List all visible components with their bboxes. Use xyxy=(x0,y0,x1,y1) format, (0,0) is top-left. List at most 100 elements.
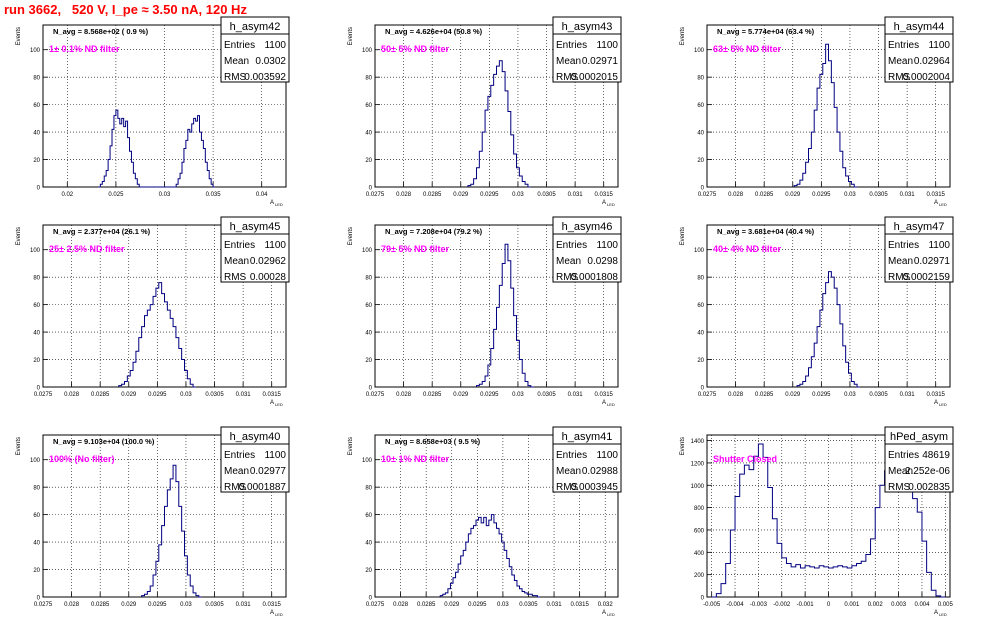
x-tick-label: 0.0305 xyxy=(869,392,888,398)
x-tick-label: 0.029 xyxy=(453,192,469,198)
x-tick-label: 0.0305 xyxy=(537,392,556,398)
filter-annotation: 100% (No filter) xyxy=(49,454,115,464)
y-tick-label: 80 xyxy=(33,76,40,82)
plot-frame xyxy=(374,224,619,388)
x-tick-label: 0.0285 xyxy=(423,392,442,398)
x-tick-label: 0.029 xyxy=(785,392,801,398)
stat-label: Mean xyxy=(224,56,249,67)
x-tick-label: 0.0315 xyxy=(927,392,946,398)
stat-label: Entries xyxy=(556,40,587,51)
x-tick-label: 0.03 xyxy=(180,392,192,398)
histogram-name: hPed_asym xyxy=(890,431,948,443)
x-tick-label: 0.02 xyxy=(61,192,73,198)
navg-label: N_avg = 2.377e+04 (26.1 %) xyxy=(53,227,151,236)
x-tick-label: 0.0315 xyxy=(263,602,282,608)
plot-frame xyxy=(706,24,951,188)
stat-label: Entries xyxy=(888,40,919,51)
y-tick-label: 0 xyxy=(37,386,41,392)
plot-frame xyxy=(42,434,287,598)
x-tick-label: 0.002 xyxy=(868,602,884,608)
x-tick-label: 0.0295 xyxy=(468,602,487,608)
x-tick-label: 0 xyxy=(827,602,831,608)
filter-annotation: 40± 4% ND filter xyxy=(713,244,781,254)
y-tick-label: 1200 xyxy=(691,461,705,467)
stat-label: RMS xyxy=(224,482,247,493)
x-tick-label: 0.0275 xyxy=(698,392,717,398)
y-tick-label: 60 xyxy=(697,303,704,309)
plot-frame xyxy=(706,224,951,388)
x-tick-label: 0.03 xyxy=(844,192,856,198)
histogram-panel-h_asym42: 0.02 0.025 0.03 0.035 0.04 0 20 40 60 80 100 Events… xyxy=(16,16,290,207)
y-tick-label: 20 xyxy=(365,158,372,164)
filter-annotation: 10± 1% ND filter xyxy=(381,454,449,464)
x-axis-title: A xyxy=(934,400,938,406)
x-tick-label: 0.0295 xyxy=(480,392,499,398)
x-tick-label: 0.028 xyxy=(396,192,412,198)
y-tick-label: 40 xyxy=(697,331,704,337)
stat-value: 0.02964 xyxy=(914,56,951,67)
stat-label: Entries xyxy=(888,240,919,251)
stats-box xyxy=(220,33,290,83)
x-tick-label: 0.0275 xyxy=(34,602,53,608)
x-tick-label: 0.0285 xyxy=(423,192,442,198)
y-axis-title: Events xyxy=(680,437,686,455)
x-tick-label: 0.0295 xyxy=(480,192,499,198)
stat-value: 0.02977 xyxy=(250,466,287,477)
histogram-name: h_asym46 xyxy=(562,221,613,233)
y-tick-label: 600 xyxy=(694,528,705,534)
page-title: run 3662, 520 V, I_pe ≈ 3.50 nA, 120 Hz xyxy=(4,2,247,17)
stat-value: 0.0002159 xyxy=(903,272,951,283)
filter-annotation: 25± 2.5% ND filter xyxy=(49,244,125,254)
x-tick-label: 0.0305 xyxy=(205,602,224,608)
histogram-panel-h_asym47: 0.0275 0.028 0.0285 0.029 0.0295 0.03 0.0305 0.… xyxy=(680,216,954,407)
stat-value: 0.0298 xyxy=(587,256,618,267)
stat-label: RMS xyxy=(224,272,247,283)
x-tick-label: 0.0315 xyxy=(595,392,614,398)
y-tick-label: 0 xyxy=(701,186,705,192)
y-tick-label: 60 xyxy=(697,103,704,109)
y-axis-title: Events xyxy=(348,227,354,245)
x-tick-label: 0.03 xyxy=(512,192,524,198)
navg-label: N_avg = 7.208e+04 (79.2 %) xyxy=(385,227,483,236)
y-tick-label: 60 xyxy=(33,513,40,519)
stats-box xyxy=(220,233,290,283)
y-tick-label: 100 xyxy=(362,48,373,54)
y-tick-label: 100 xyxy=(694,248,705,254)
stats-box xyxy=(884,443,954,493)
y-tick-label: 20 xyxy=(33,358,40,364)
y-tick-label: 0 xyxy=(369,386,373,392)
histogram-name: h_asym42 xyxy=(230,21,281,33)
y-axis-title: Events xyxy=(680,227,686,245)
y-tick-label: 1400 xyxy=(691,439,705,445)
histogram-line xyxy=(118,282,196,388)
stat-value: 1100 xyxy=(264,450,286,461)
histogram-line xyxy=(793,43,858,188)
stat-label: Entries xyxy=(224,240,255,251)
y-tick-label: 0 xyxy=(701,596,705,602)
x-tick-label: 0.0285 xyxy=(417,602,436,608)
stat-value: 0.02988 xyxy=(582,466,619,477)
x-tick-label: 0.025 xyxy=(108,192,124,198)
x-tick-label: 0.031 xyxy=(568,192,584,198)
x-axis-title: A xyxy=(270,400,274,406)
x-tick-label: 0.028 xyxy=(728,192,744,198)
plot-frame xyxy=(374,24,619,188)
y-tick-label: 20 xyxy=(697,358,704,364)
histogram-line xyxy=(439,514,540,598)
y-tick-label: 100 xyxy=(30,458,41,464)
y-tick-label: 100 xyxy=(30,248,41,254)
stat-label: Mean xyxy=(224,256,249,267)
x-tick-label: 0.0285 xyxy=(91,602,110,608)
x-tick-label: -0.004 xyxy=(727,602,745,608)
stat-label: Entries xyxy=(888,450,919,461)
y-tick-label: 20 xyxy=(365,568,372,574)
x-tick-label: 0.028 xyxy=(393,602,409,608)
stats-box xyxy=(552,233,622,283)
x-axis-title: A xyxy=(602,400,606,406)
histogram-panel-hPed_asym: -0.005 -0.004 -0.003 -0.002 -0.001 0 0.001 0.00… xyxy=(680,426,954,617)
filter-annotation: 79± 5% ND filter xyxy=(381,244,449,254)
stats-box xyxy=(552,443,622,493)
x-axis-title-subscript: LED xyxy=(275,612,283,617)
x-tick-label: 0.031 xyxy=(900,192,916,198)
navg-label: N_avg = 5.774e+04 (63.4 %) xyxy=(717,27,815,36)
